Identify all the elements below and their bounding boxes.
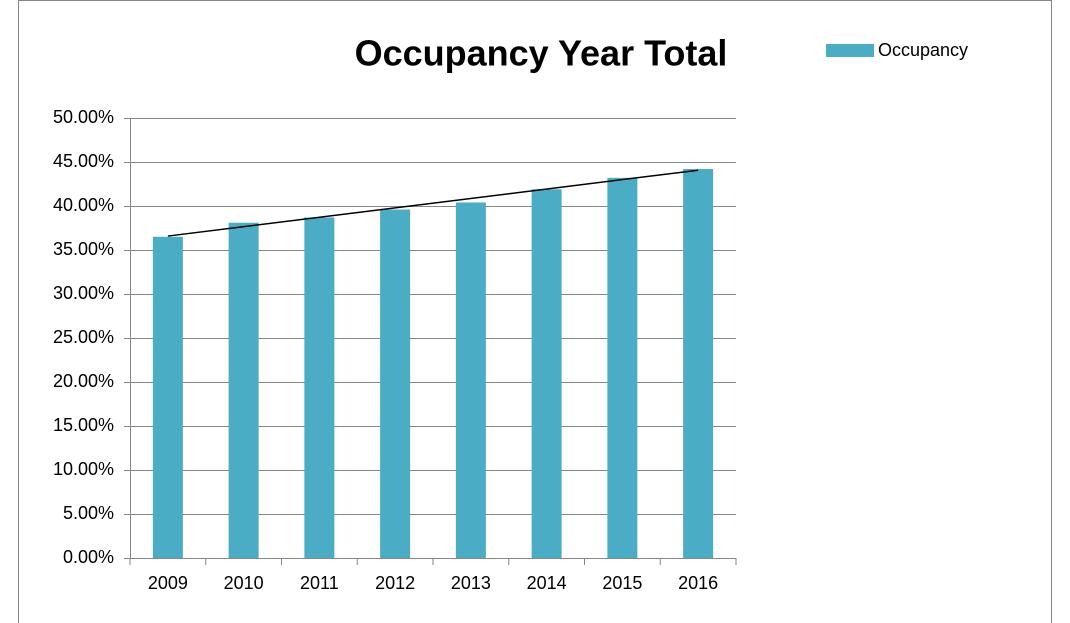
- bar: [228, 222, 259, 558]
- chart-title: Occupancy Year Total: [355, 33, 728, 74]
- x-tick-label: 2011: [300, 573, 339, 593]
- y-tick-label: 50.00%: [53, 107, 114, 127]
- x-tick-label: 2009: [148, 573, 188, 593]
- bar: [683, 169, 714, 559]
- legend-label: Occupancy: [878, 40, 968, 60]
- y-tick-label: 45.00%: [53, 151, 114, 171]
- x-tick-label: 2013: [451, 573, 491, 593]
- bar: [304, 217, 335, 558]
- y-tick-label: 40.00%: [53, 195, 114, 215]
- bar: [152, 236, 183, 559]
- y-tick-label: 30.00%: [53, 283, 114, 303]
- x-tick-label: 2010: [224, 573, 264, 593]
- bar: [531, 189, 562, 558]
- x-tick-label: 2015: [602, 573, 642, 593]
- y-tick-label: 20.00%: [53, 371, 114, 391]
- bar: [455, 202, 486, 559]
- x-tick-label: 2014: [527, 573, 567, 593]
- y-tick-label: 15.00%: [53, 415, 114, 435]
- y-tick-label: 35.00%: [53, 239, 114, 259]
- y-tick-label: 5.00%: [63, 503, 114, 523]
- y-tick-label: 0.00%: [63, 547, 114, 567]
- x-tick-label: 2012: [375, 573, 415, 593]
- x-tick-label: 2016: [678, 573, 718, 593]
- trendline: [167, 169, 699, 237]
- y-tick-label: 10.00%: [53, 459, 114, 479]
- legend-swatch: [826, 44, 874, 57]
- y-tick-label: 25.00%: [53, 327, 114, 347]
- bar: [607, 177, 638, 558]
- bar: [380, 209, 411, 558]
